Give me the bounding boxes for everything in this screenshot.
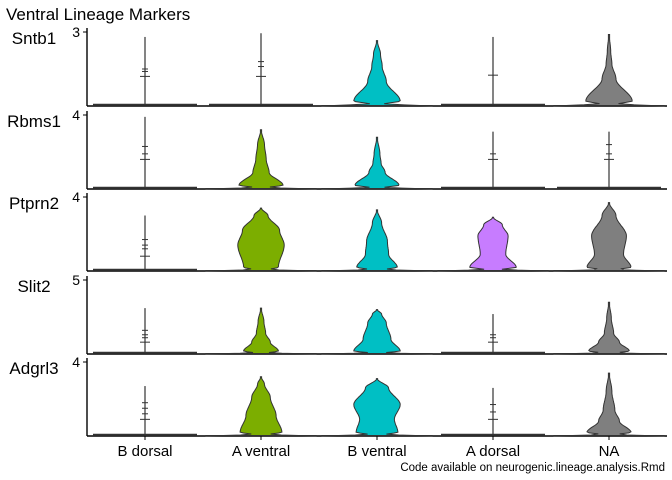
violin-b-ventral: [321, 136, 433, 190]
gene-label-adgrl3: Adgrl3: [9, 359, 58, 378]
chart-title: Ventral Lineage Markers: [6, 5, 190, 24]
x-tick-label-a-dorsal: A dorsal: [466, 443, 520, 460]
gene-label-sntb1: Sntb1: [12, 29, 56, 48]
chart-caption: Code available on neurogenic.lineage.ana…: [400, 462, 665, 474]
violin-na: [553, 34, 665, 107]
violin-a-dorsal: [441, 387, 545, 436]
violin-body: [553, 372, 665, 437]
x-tick-label-b-ventral: B ventral: [347, 443, 406, 460]
gene-label-rbms1: Rbms1: [7, 112, 61, 131]
violin-a-ventral: [205, 307, 317, 355]
violin-b-ventral: [321, 209, 433, 272]
violin-a-ventral: [209, 33, 313, 106]
violin-body: [321, 309, 433, 355]
violin-na: [553, 372, 665, 437]
x-tick-label-na: NA: [599, 443, 620, 460]
violin-a-ventral: [205, 207, 317, 272]
panel-slit2: Slit2 5: [17, 272, 667, 355]
gene-label-slit2: Slit2: [17, 277, 50, 296]
violin-a-dorsal: [437, 216, 549, 272]
y-tick-label: 3: [72, 24, 80, 40]
violin-b-dorsal: [93, 386, 197, 436]
violin-body: [205, 129, 317, 190]
x-tick-label-b-dorsal: B dorsal: [117, 443, 172, 460]
panel-sntb1: Sntb1 3: [12, 24, 667, 107]
y-tick-label: 4: [72, 189, 80, 205]
violin-body: [553, 34, 665, 107]
violin-b-dorsal: [93, 215, 197, 271]
gene-label-ptprn2: Ptprn2: [9, 194, 59, 213]
x-axis: B dorsal A ventral B ventral A dorsal NA: [117, 436, 619, 460]
x-tick-label-a-ventral: A ventral: [232, 443, 290, 460]
violin-a-ventral: [205, 376, 317, 437]
panel-ptprn2: Ptprn2 4: [9, 189, 667, 272]
violin-body: [205, 376, 317, 437]
violin-body: [553, 202, 665, 272]
violin-a-ventral: [205, 129, 317, 190]
violin-a-dorsal: [441, 36, 545, 106]
violin-body: [321, 136, 433, 190]
violin-body: [205, 307, 317, 355]
panel-adgrl3: Adgrl3 4: [9, 354, 667, 437]
y-tick-label: 5: [72, 272, 80, 288]
violin-body: [321, 209, 433, 272]
violin-b-dorsal: [93, 308, 197, 354]
violin-a-dorsal: [441, 131, 545, 189]
panel-rbms1: Rbms1 4: [7, 107, 667, 190]
violin-b-dorsal: [93, 36, 197, 106]
violin-body: [437, 216, 549, 272]
violin-b-ventral: [321, 309, 433, 355]
violin-na: [553, 301, 665, 355]
violin-a-dorsal: [441, 314, 545, 354]
panels-group: Sntb1 3 Rbms1 4 Ptprn2 4 Slit2 5 Adgrl3 4: [7, 24, 667, 437]
violin-na: [553, 202, 665, 272]
y-tick-label: 4: [72, 107, 80, 123]
violin-b-ventral: [321, 378, 433, 437]
violin-body: [553, 301, 665, 355]
violin-body: [205, 207, 317, 272]
violin-body: [321, 378, 433, 437]
violin-b-dorsal: [93, 116, 197, 189]
violin-na: [557, 131, 661, 189]
violin-body: [321, 40, 433, 107]
y-tick-label: 4: [72, 354, 80, 370]
violin-b-ventral: [321, 40, 433, 107]
